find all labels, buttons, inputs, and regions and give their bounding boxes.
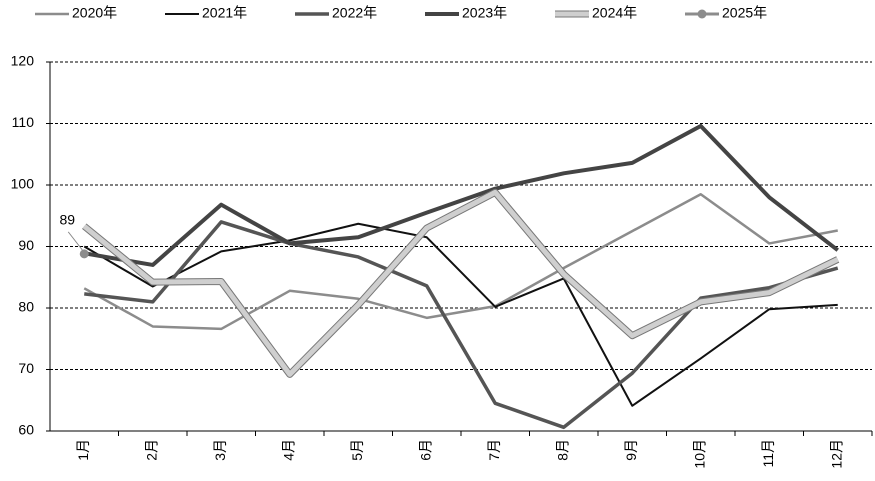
- x-tick-label: 2月: [143, 439, 159, 461]
- series-line: [83, 123, 839, 267]
- y-tick-label: 110: [12, 114, 35, 130]
- y-tick-label: 80: [18, 299, 34, 315]
- x-tick-label: 11月: [760, 439, 776, 468]
- y-tick-label: 70: [18, 360, 34, 376]
- x-tick-label: 1月: [75, 439, 91, 461]
- legend-label: 2021年: [202, 5, 247, 21]
- series-line: [83, 192, 838, 331]
- label-leader: [67, 231, 83, 251]
- series-line: [82, 189, 839, 377]
- x-tick-label: 3月: [212, 439, 228, 461]
- y-tick-label: 60: [18, 422, 34, 438]
- x-tick-label: 8月: [554, 439, 570, 461]
- legend-label: 2025年: [722, 5, 767, 21]
- x-tick-label: 5月: [349, 439, 365, 461]
- x-tick-label: 6月: [417, 439, 433, 461]
- legend-label: 2022年: [332, 5, 377, 21]
- legend-label: 2020年: [72, 5, 117, 21]
- x-tick-label: 12月: [828, 439, 844, 469]
- x-tick-label: 4月: [280, 439, 296, 461]
- y-tick-label: 90: [18, 237, 34, 253]
- x-tick-label: 10月: [691, 439, 707, 469]
- point-marker: [79, 249, 89, 259]
- x-tick-label: 9月: [623, 439, 639, 461]
- x-tick-label: 7月: [486, 439, 502, 461]
- y-tick-label: 100: [11, 176, 35, 192]
- data-label: 89: [59, 212, 75, 228]
- series-line: [84, 220, 839, 430]
- series-line: [83, 222, 838, 407]
- y-tick-label: 120: [11, 53, 35, 69]
- legend-marker: [697, 9, 707, 19]
- legend-label: 2023年: [462, 5, 507, 21]
- legend-label: 2024年: [592, 5, 637, 21]
